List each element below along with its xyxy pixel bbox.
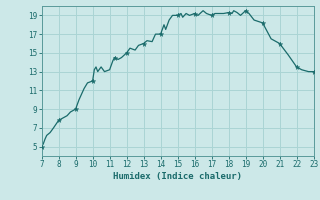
X-axis label: Humidex (Indice chaleur): Humidex (Indice chaleur) [113, 172, 242, 181]
